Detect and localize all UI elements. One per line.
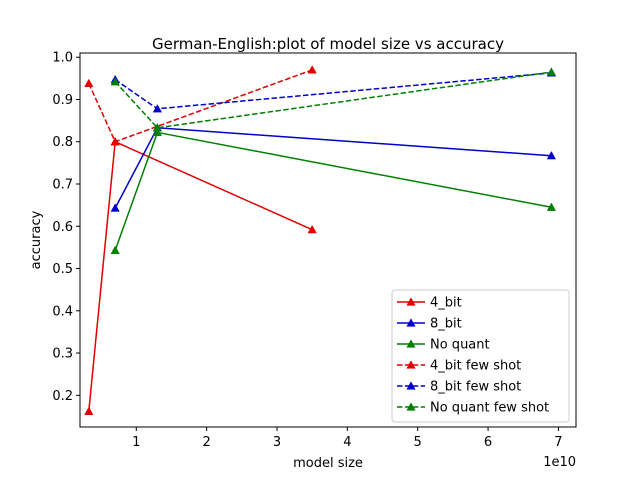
series-line <box>114 71 552 129</box>
data-point <box>152 127 163 137</box>
y-tick-label: 0.5 <box>52 262 73 277</box>
x-tick-label: 5 <box>414 435 422 450</box>
x-tick-label: 3 <box>273 435 281 450</box>
y-tick-label: 1.0 <box>52 51 73 66</box>
x-axis-label: model size <box>293 456 363 471</box>
series-no-quant <box>110 127 557 254</box>
x-axis-offset-label: 1e10 <box>543 455 576 470</box>
legend-label: 8_bit <box>430 317 462 332</box>
plot-frame <box>79 52 577 428</box>
data-point <box>110 245 120 254</box>
legend-marker <box>406 360 416 369</box>
data-point <box>546 150 557 160</box>
y-tick-label: 0.6 <box>52 220 73 235</box>
y-axis: 0.2 0.3 0.4 0.5 0.6 0.7 0.8 0.9 1.0 <box>52 51 80 404</box>
legend-entry: 4_bit <box>397 296 462 311</box>
series-no-quant-few-shot <box>110 67 557 132</box>
legend-entry: 8_bit <box>397 317 462 332</box>
data-point <box>307 224 317 234</box>
legend-label: 8_bit few shot <box>430 380 521 395</box>
legend-box <box>391 289 570 423</box>
plot-content <box>84 65 557 415</box>
chart-title: German-English:plot of model size vs acc… <box>152 35 504 53</box>
y-tick-label: 0.4 <box>52 304 73 319</box>
legend-marker <box>406 318 416 327</box>
y-tick-label: 0.2 <box>52 389 73 404</box>
data-point <box>152 123 163 132</box>
legend: 4_bit 8_bit No quant 4_bit few shot 8_bit fe… <box>391 289 570 423</box>
legend-entry: 8_bit few shot <box>397 380 521 395</box>
legend-label: No quant few shot <box>430 401 549 416</box>
x-tick-label: 4 <box>343 435 351 450</box>
data-point <box>546 67 557 76</box>
data-point <box>84 78 94 88</box>
series-4-bit-few-shot <box>84 65 317 146</box>
data-point <box>110 203 120 212</box>
legend-label: No quant <box>430 338 490 353</box>
y-axis-label: accuracy <box>29 210 44 269</box>
legend-label: 4_bit few shot <box>430 359 521 374</box>
legend-marker <box>406 402 416 411</box>
data-point <box>307 65 317 74</box>
x-tick-label: 2 <box>202 435 210 450</box>
y-tick-label: 0.8 <box>52 135 73 150</box>
x-tick-label: 7 <box>554 435 562 450</box>
data-point <box>110 137 120 146</box>
legend-entry: No quant <box>397 338 490 353</box>
data-point <box>84 406 94 415</box>
data-point <box>110 77 120 86</box>
legend-entry: 4_bit few shot <box>397 359 521 374</box>
y-tick-label: 0.3 <box>52 347 73 362</box>
y-tick-label: 0.7 <box>52 178 73 193</box>
x-tick-label: 6 <box>484 435 492 450</box>
legend-marker <box>406 339 416 348</box>
data-point <box>152 104 163 113</box>
y-tick-label: 0.9 <box>52 93 73 108</box>
legend-marker <box>406 381 416 390</box>
data-point <box>546 202 557 211</box>
legend-label: 4_bit <box>430 296 462 311</box>
legend-marker <box>406 297 416 306</box>
legend-entry: No quant few shot <box>397 401 549 416</box>
x-axis: 1 2 3 4 5 6 7 <box>132 427 563 450</box>
x-tick-label: 1 <box>132 435 140 450</box>
